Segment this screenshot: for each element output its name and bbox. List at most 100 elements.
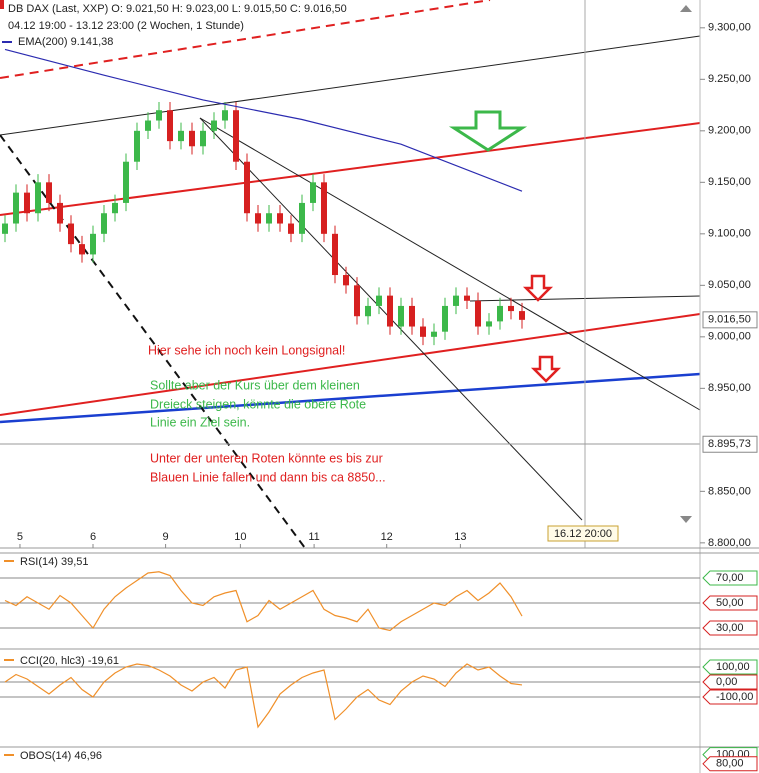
candle-body <box>299 202 305 234</box>
ema-line <box>4 48 523 192</box>
y-tick-label: 9.300,00 <box>708 22 751 34</box>
candle-body <box>365 305 371 317</box>
candle-body <box>442 305 448 332</box>
y-tick-label: 80,00 <box>716 758 744 770</box>
level-tag <box>702 570 758 586</box>
level-tag <box>702 620 758 636</box>
swatch <box>4 659 14 661</box>
candle-body <box>387 295 393 327</box>
swatch <box>4 560 14 562</box>
price-tag <box>702 311 758 329</box>
candle-body <box>519 311 525 320</box>
candle-body <box>475 300 481 327</box>
candle-body <box>310 182 316 203</box>
candle-body <box>222 110 228 121</box>
candle-body <box>79 244 85 255</box>
date-tag <box>547 525 619 542</box>
y-tick-label: 70,00 <box>716 572 744 584</box>
candle-body <box>266 213 272 224</box>
y-tick-label: 100,00 <box>716 661 750 673</box>
candle-body <box>409 305 415 327</box>
x-tick-label: 13 <box>454 531 466 543</box>
price-tag <box>702 435 758 453</box>
scroll-up[interactable] <box>680 5 692 12</box>
x-tick-label: 10 <box>234 531 246 543</box>
x-tick-label: 11 <box>308 531 319 543</box>
ema-legend: EMA(200) 9.141,38 <box>18 36 113 48</box>
price-tag-label: 9.016,50 <box>708 314 751 326</box>
candle-body <box>145 120 151 131</box>
y-tick-label: 30,00 <box>716 622 744 634</box>
level-tag <box>702 595 758 611</box>
panel-title: CCI(20, hlc3) -19,61 <box>20 655 119 667</box>
swatch <box>4 754 14 756</box>
red-arrow <box>530 355 562 383</box>
dashed-red-line <box>0 0 491 79</box>
candle-body <box>321 182 327 234</box>
candle-body <box>24 192 30 214</box>
candle-body <box>57 202 63 224</box>
y-tick-label: 9.150,00 <box>708 176 751 188</box>
annotation: Blauen Linie fallen und dann bis ca 8850… <box>150 470 386 484</box>
y-tick-label: 50,00 <box>716 597 744 609</box>
y-tick-label: 9.050,00 <box>708 279 751 291</box>
candle-body <box>255 213 261 224</box>
y-tick-label: -100,00 <box>716 691 753 703</box>
lower-red-line <box>0 313 701 416</box>
level-tag <box>702 674 758 690</box>
candle-body <box>189 130 195 147</box>
candle-body <box>101 213 107 234</box>
candle-body <box>90 233 96 255</box>
candle-body <box>354 285 360 317</box>
legend-swatch <box>0 0 4 9</box>
candle-body <box>112 202 118 214</box>
candle-body <box>486 321 492 327</box>
annotation: Linie ein Ziel sein. <box>150 415 250 429</box>
candle-body <box>376 295 382 306</box>
panel-title: RSI(14) 39,51 <box>20 556 88 568</box>
candle-body <box>68 223 74 245</box>
candle-body <box>13 192 19 224</box>
header-range: 04.12 19:00 - 13.12 23:00 (2 Wochen, 1 S… <box>8 20 244 32</box>
y-tick-label: 9.200,00 <box>708 125 751 137</box>
y-tick-label: 8.800,00 <box>708 537 751 549</box>
date-tag-label: 16.12 20:00 <box>554 528 612 540</box>
annotation: Sollte aber der Kurs über dem kleinen <box>150 378 360 392</box>
level-tag <box>702 659 758 675</box>
candle-body <box>277 213 283 224</box>
candle-body <box>134 130 140 162</box>
x-tick-label: 5 <box>17 531 23 543</box>
candle-body <box>211 120 217 131</box>
scroll-down[interactable] <box>680 516 692 523</box>
y-tick-label: 8.950,00 <box>708 382 751 394</box>
x-tick-label: 12 <box>381 531 393 543</box>
candle-body <box>35 182 41 214</box>
level-tag <box>702 756 758 772</box>
green-arrow <box>448 110 528 152</box>
trend-line <box>0 35 701 136</box>
candle-body <box>343 275 349 286</box>
candle-body <box>464 295 470 301</box>
level-tag <box>702 689 758 705</box>
candle-body <box>453 295 459 306</box>
dashed-black-line <box>0 134 306 549</box>
annotation: Hier sehe ich noch kein Longsignal! <box>148 343 345 357</box>
y-tick-label: 0,00 <box>716 676 737 688</box>
candle-body <box>200 130 206 147</box>
candle-body <box>508 305 514 312</box>
candle-body <box>178 130 184 142</box>
annotation: Unter der unteren Roten könnte es bis zu… <box>150 451 383 465</box>
blue-line <box>0 372 701 424</box>
x-tick-label: 6 <box>90 531 96 543</box>
y-tick-label: 9.100,00 <box>708 228 751 240</box>
candle-body <box>46 182 52 203</box>
candle-body <box>497 305 503 322</box>
trend-line <box>199 117 701 411</box>
candle-body <box>398 305 404 327</box>
candle-body <box>288 223 294 234</box>
candle-body <box>2 223 8 234</box>
red-arrow <box>522 274 554 302</box>
candle-body <box>420 326 426 337</box>
y-tick-label: 8.850,00 <box>708 485 751 497</box>
